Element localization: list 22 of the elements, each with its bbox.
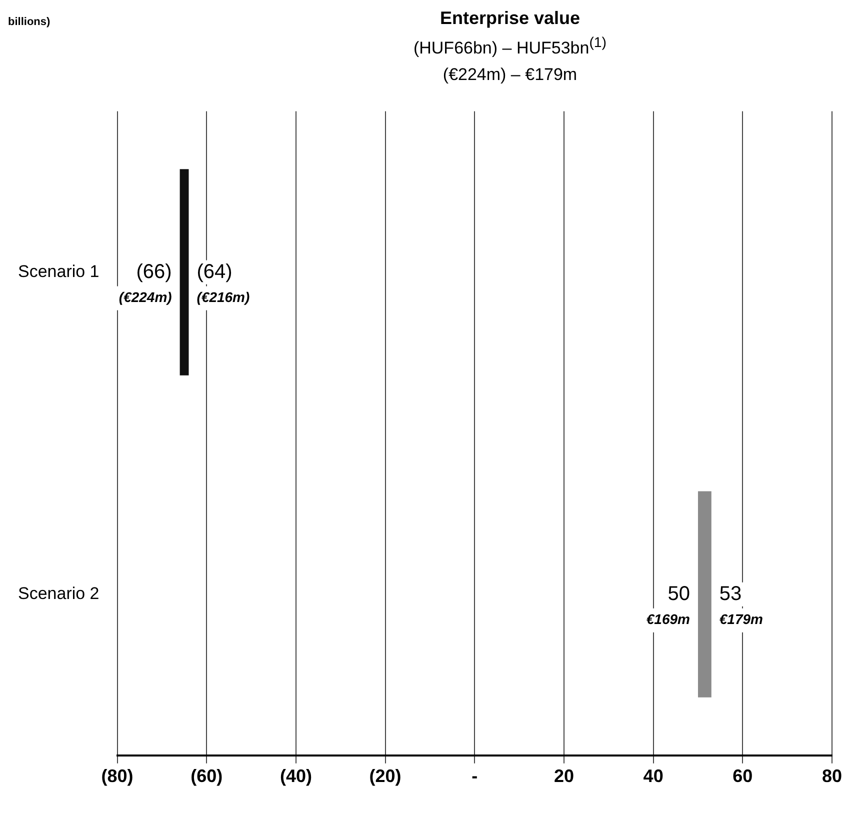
x-tick-label: (60): [190, 766, 223, 786]
x-tick-label: 60: [732, 766, 753, 786]
y-tick-label: Scenario 1: [18, 262, 100, 281]
chart-title: Enterprise value: [438, 8, 582, 29]
annotation: 53: [719, 582, 742, 605]
x-tick-label: 40: [643, 766, 664, 786]
x-tick-label: (20): [369, 766, 402, 786]
annotation: €179m: [719, 610, 763, 627]
x-tick-label: 20: [554, 766, 574, 786]
x-tick-label: (80): [101, 766, 134, 786]
annotation: 50: [668, 582, 690, 605]
annotation: (64): [196, 260, 232, 282]
annotation: (€216m): [196, 288, 250, 305]
annotation: (€224m): [118, 288, 172, 305]
text: (HUF66bn) – HUF53bn$^{(1)}$ (€224m) – €179m: [413, 35, 607, 84]
x-tick-label: -: [472, 766, 478, 786]
annotation: €169m: [646, 610, 690, 627]
text: billions): [8, 16, 50, 28]
x-tick-label: 80: [822, 766, 842, 786]
x-tick-label: (40): [280, 766, 312, 786]
annotation: (66): [136, 260, 172, 282]
y-tick-label: Scenario 2: [18, 584, 100, 603]
